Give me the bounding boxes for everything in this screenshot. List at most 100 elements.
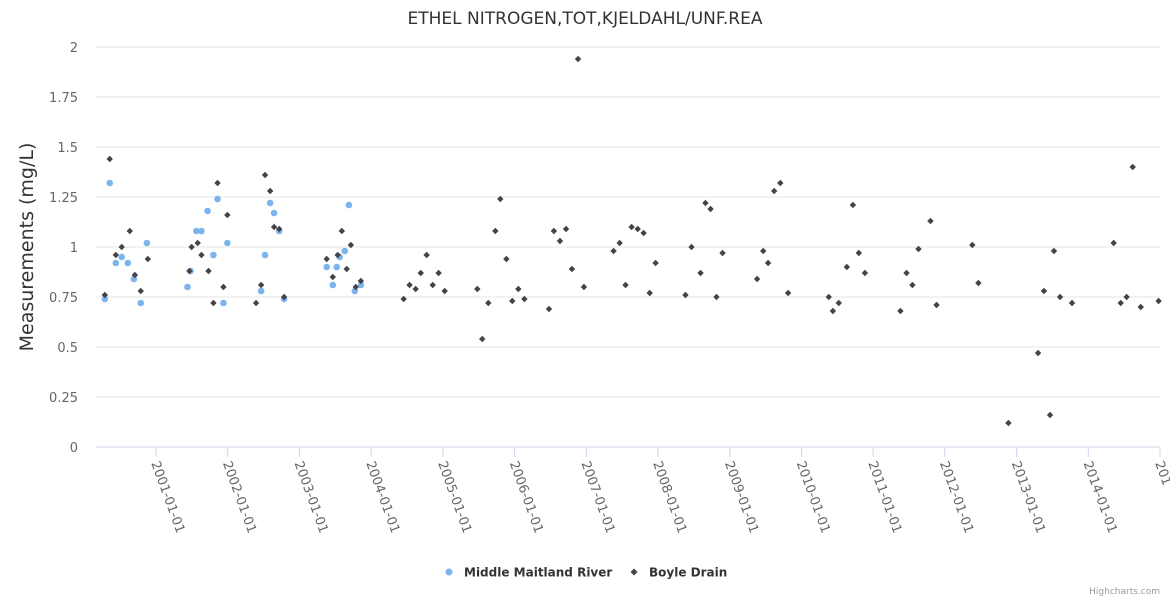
- data-point[interactable]: [357, 277, 365, 285]
- data-point[interactable]: [784, 289, 792, 297]
- data-point[interactable]: [777, 179, 784, 187]
- data-point[interactable]: [106, 155, 113, 163]
- data-point[interactable]: [1005, 419, 1012, 427]
- data-point[interactable]: [329, 273, 336, 281]
- data-point[interactable]: [126, 227, 133, 235]
- data-point[interactable]: [509, 297, 516, 305]
- data-point[interactable]: [1137, 303, 1144, 311]
- data-point[interactable]: [257, 281, 265, 289]
- data-point[interactable]: [112, 259, 120, 267]
- data-point[interactable]: [640, 229, 647, 237]
- data-point[interactable]: [270, 209, 278, 217]
- data-point[interactable]: [903, 269, 910, 277]
- data-point[interactable]: [1050, 247, 1058, 255]
- data-point[interactable]: [1155, 297, 1162, 305]
- data-point[interactable]: [345, 201, 353, 209]
- data-point[interactable]: [423, 251, 430, 259]
- data-point[interactable]: [825, 293, 832, 301]
- data-point[interactable]: [843, 263, 851, 271]
- data-point[interactable]: [915, 245, 922, 253]
- data-point[interactable]: [1034, 349, 1042, 357]
- data-point[interactable]: [347, 241, 355, 249]
- data-point[interactable]: [764, 259, 772, 267]
- data-point[interactable]: [521, 295, 528, 303]
- data-point[interactable]: [323, 263, 331, 271]
- legend-item[interactable]: Middle Maitland River: [445, 566, 613, 580]
- data-point[interactable]: [927, 217, 934, 225]
- data-point[interactable]: [1040, 287, 1048, 295]
- data-point[interactable]: [184, 283, 191, 291]
- data-point[interactable]: [210, 299, 217, 307]
- data-point[interactable]: [198, 227, 205, 235]
- data-point[interactable]: [897, 307, 904, 315]
- data-point[interactable]: [556, 237, 564, 245]
- data-point[interactable]: [341, 247, 349, 255]
- data-point[interactable]: [610, 247, 617, 255]
- data-point[interactable]: [697, 269, 704, 277]
- data-point[interactable]: [753, 275, 761, 283]
- data-point[interactable]: [719, 249, 726, 257]
- data-point[interactable]: [568, 265, 576, 273]
- data-point[interactable]: [193, 227, 200, 235]
- data-point[interactable]: [1129, 163, 1136, 171]
- data-point[interactable]: [144, 255, 152, 263]
- data-point[interactable]: [770, 187, 778, 195]
- data-point[interactable]: [118, 253, 126, 261]
- data-point[interactable]: [112, 251, 120, 259]
- data-point[interactable]: [329, 281, 337, 289]
- data-point[interactable]: [1110, 239, 1117, 247]
- data-point[interactable]: [562, 225, 570, 233]
- data-point[interactable]: [266, 187, 274, 195]
- data-point[interactable]: [214, 179, 221, 187]
- data-point[interactable]: [435, 269, 442, 277]
- data-point[interactable]: [194, 239, 201, 247]
- data-point[interactable]: [975, 279, 982, 287]
- data-point[interactable]: [143, 239, 151, 247]
- data-point[interactable]: [270, 223, 278, 231]
- data-point[interactable]: [333, 263, 341, 271]
- data-point[interactable]: [198, 251, 205, 259]
- data-point[interactable]: [652, 259, 659, 267]
- data-point[interactable]: [550, 227, 558, 235]
- data-point[interactable]: [682, 291, 689, 299]
- data-point[interactable]: [969, 241, 976, 249]
- credits-link[interactable]: Highcharts.com: [1089, 587, 1160, 597]
- data-point[interactable]: [357, 281, 365, 289]
- data-point[interactable]: [188, 243, 195, 251]
- data-point[interactable]: [1117, 299, 1124, 307]
- data-point[interactable]: [441, 287, 448, 295]
- data-point[interactable]: [261, 171, 269, 179]
- data-point[interactable]: [702, 199, 709, 207]
- data-point[interactable]: [224, 211, 231, 219]
- data-point[interactable]: [835, 299, 842, 307]
- data-point[interactable]: [118, 243, 125, 251]
- data-point[interactable]: [622, 281, 629, 289]
- data-point[interactable]: [101, 291, 109, 299]
- data-point[interactable]: [713, 293, 720, 301]
- data-point[interactable]: [485, 299, 492, 307]
- data-point[interactable]: [124, 259, 132, 267]
- data-point[interactable]: [479, 335, 486, 343]
- data-point[interactable]: [634, 225, 641, 233]
- data-point[interactable]: [257, 287, 265, 295]
- plot-area[interactable]: [101, 55, 1162, 427]
- data-point[interactable]: [1123, 293, 1130, 301]
- data-point[interactable]: [323, 255, 330, 263]
- data-point[interactable]: [628, 223, 635, 231]
- data-point[interactable]: [861, 269, 869, 277]
- legend-item[interactable]: Boyle Drain: [630, 566, 728, 580]
- data-point[interactable]: [343, 265, 350, 273]
- data-point[interactable]: [204, 207, 211, 215]
- data-point[interactable]: [412, 285, 419, 293]
- data-point[interactable]: [545, 305, 553, 313]
- data-point[interactable]: [205, 267, 212, 275]
- data-point[interactable]: [261, 251, 269, 259]
- data-point[interactable]: [849, 201, 857, 209]
- data-point[interactable]: [855, 249, 863, 257]
- data-point[interactable]: [186, 267, 193, 275]
- data-point[interactable]: [580, 283, 588, 291]
- data-point[interactable]: [503, 255, 510, 263]
- data-point[interactable]: [646, 289, 653, 297]
- data-point[interactable]: [1068, 299, 1076, 307]
- data-point[interactable]: [137, 299, 145, 307]
